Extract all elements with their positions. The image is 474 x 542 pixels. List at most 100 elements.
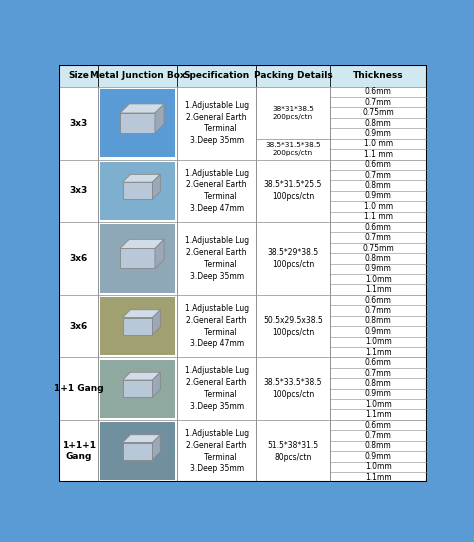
Text: 1.0 mm: 1.0 mm bbox=[364, 202, 393, 211]
Bar bbox=[59, 357, 98, 420]
Text: 0.9mm: 0.9mm bbox=[365, 191, 392, 201]
Text: Thickness: Thickness bbox=[353, 72, 403, 80]
Bar bbox=[59, 295, 98, 357]
Bar bbox=[120, 248, 155, 268]
Text: Specification: Specification bbox=[183, 72, 250, 80]
Bar bbox=[330, 159, 427, 222]
Polygon shape bbox=[123, 435, 160, 442]
Text: 0.7mm: 0.7mm bbox=[365, 98, 392, 107]
Bar bbox=[330, 357, 427, 420]
Bar bbox=[59, 357, 98, 420]
Bar bbox=[100, 297, 175, 355]
Text: 0.8mm: 0.8mm bbox=[365, 254, 392, 263]
Bar bbox=[98, 222, 177, 295]
Bar bbox=[330, 420, 427, 482]
Bar bbox=[59, 420, 98, 482]
Bar bbox=[177, 295, 256, 357]
Bar bbox=[98, 295, 177, 357]
Bar bbox=[123, 380, 153, 397]
Bar bbox=[98, 420, 177, 482]
Text: 0.75mm: 0.75mm bbox=[362, 108, 394, 117]
Bar bbox=[330, 87, 427, 159]
Bar bbox=[98, 295, 177, 357]
Bar bbox=[98, 159, 177, 222]
Text: 38.5*33.5*38.5
100pcs/ctn: 38.5*33.5*38.5 100pcs/ctn bbox=[264, 378, 322, 399]
Text: 3x6: 3x6 bbox=[70, 254, 88, 263]
Bar bbox=[330, 420, 427, 482]
Bar bbox=[177, 420, 256, 482]
Text: 38*31*38.5
200pcs/ctn: 38*31*38.5 200pcs/ctn bbox=[272, 106, 314, 120]
Polygon shape bbox=[120, 240, 164, 248]
Bar bbox=[100, 422, 175, 480]
Text: 0.6mm: 0.6mm bbox=[365, 160, 392, 169]
Bar bbox=[330, 295, 427, 357]
Text: Size: Size bbox=[68, 72, 89, 80]
Bar bbox=[100, 360, 175, 417]
Bar bbox=[330, 65, 427, 87]
Polygon shape bbox=[153, 175, 160, 199]
Bar bbox=[177, 357, 256, 420]
Text: Metal Junction Box: Metal Junction Box bbox=[90, 72, 185, 80]
Text: 0.8mm: 0.8mm bbox=[365, 317, 392, 325]
Bar bbox=[256, 357, 330, 420]
Polygon shape bbox=[153, 435, 160, 460]
Text: 1.0mm: 1.0mm bbox=[365, 337, 392, 346]
Text: 1.0mm: 1.0mm bbox=[365, 400, 392, 409]
Bar bbox=[256, 87, 330, 159]
Text: 1.Adjustable Lug
2.General Earth
   Terminal
3.Deep 35mm: 1.Adjustable Lug 2.General Earth Termina… bbox=[184, 429, 249, 473]
Polygon shape bbox=[123, 309, 160, 318]
Text: 0.6mm: 0.6mm bbox=[365, 358, 392, 367]
Polygon shape bbox=[120, 104, 164, 113]
Text: 38.5*29*38.5
100pcs/ctn: 38.5*29*38.5 100pcs/ctn bbox=[267, 248, 319, 269]
Bar bbox=[59, 87, 98, 159]
Bar bbox=[100, 89, 175, 157]
Bar bbox=[256, 65, 330, 87]
Text: 3x6: 3x6 bbox=[70, 321, 88, 331]
Text: 1.Adjustable Lug
2.General Earth
   Terminal
3.Deep 35mm: 1.Adjustable Lug 2.General Earth Termina… bbox=[184, 236, 249, 281]
Bar bbox=[123, 182, 153, 199]
Bar bbox=[330, 222, 427, 295]
Text: 0.6mm: 0.6mm bbox=[365, 421, 392, 430]
Polygon shape bbox=[155, 240, 164, 268]
Bar bbox=[98, 357, 177, 420]
Text: 38.5*31.5*38.5
200pcs/ctn: 38.5*31.5*38.5 200pcs/ctn bbox=[265, 142, 321, 156]
Bar bbox=[330, 357, 427, 420]
Bar bbox=[256, 420, 330, 482]
Bar bbox=[256, 357, 330, 420]
Bar bbox=[256, 159, 330, 222]
Text: 0.7mm: 0.7mm bbox=[365, 369, 392, 378]
Bar bbox=[177, 159, 256, 222]
Text: 1+1 Gang: 1+1 Gang bbox=[54, 384, 103, 393]
Bar bbox=[98, 159, 177, 222]
Bar bbox=[59, 222, 98, 295]
Polygon shape bbox=[123, 372, 160, 380]
Text: 1.Adjustable Lug
2.General Earth
   Terminal
3.Deep 35mm: 1.Adjustable Lug 2.General Earth Termina… bbox=[184, 366, 249, 411]
Bar bbox=[59, 222, 98, 295]
Bar bbox=[330, 159, 427, 222]
Text: 1.1 mm: 1.1 mm bbox=[364, 212, 392, 221]
Polygon shape bbox=[153, 372, 160, 397]
Bar bbox=[98, 87, 177, 159]
Bar bbox=[177, 87, 256, 159]
Text: 0.8mm: 0.8mm bbox=[365, 119, 392, 127]
Bar bbox=[256, 295, 330, 357]
Text: 1.Adjustable Lug
2.General Earth
   Terminal
3.Deep 47mm: 1.Adjustable Lug 2.General Earth Termina… bbox=[184, 304, 249, 349]
Text: 0.7mm: 0.7mm bbox=[365, 171, 392, 179]
Polygon shape bbox=[153, 309, 160, 335]
Text: 0.8mm: 0.8mm bbox=[365, 181, 392, 190]
Text: 1.1mm: 1.1mm bbox=[365, 285, 392, 294]
Text: 0.6mm: 0.6mm bbox=[365, 87, 392, 96]
Text: 0.9mm: 0.9mm bbox=[365, 264, 392, 273]
Text: 0.6mm: 0.6mm bbox=[365, 223, 392, 232]
Text: 1.0mm: 1.0mm bbox=[365, 462, 392, 471]
Bar bbox=[177, 295, 256, 357]
Text: 1.1mm: 1.1mm bbox=[365, 473, 392, 482]
Text: 38.5*31.5*25.5
100pcs/ctn: 38.5*31.5*25.5 100pcs/ctn bbox=[264, 180, 322, 201]
Bar bbox=[177, 357, 256, 420]
Text: 1.Adjustable Lug
2.General Earth
   Terminal
3.Deep 47mm: 1.Adjustable Lug 2.General Earth Termina… bbox=[184, 169, 249, 213]
Text: 0.7mm: 0.7mm bbox=[365, 233, 392, 242]
Text: 0.9mm: 0.9mm bbox=[365, 129, 392, 138]
Text: 1.Adjustable Lug
2.General Earth
   Terminal
3.Deep 35mm: 1.Adjustable Lug 2.General Earth Termina… bbox=[184, 101, 249, 145]
Text: 1+1+1
Gang: 1+1+1 Gang bbox=[62, 441, 96, 461]
Text: Packing Details: Packing Details bbox=[254, 72, 332, 80]
